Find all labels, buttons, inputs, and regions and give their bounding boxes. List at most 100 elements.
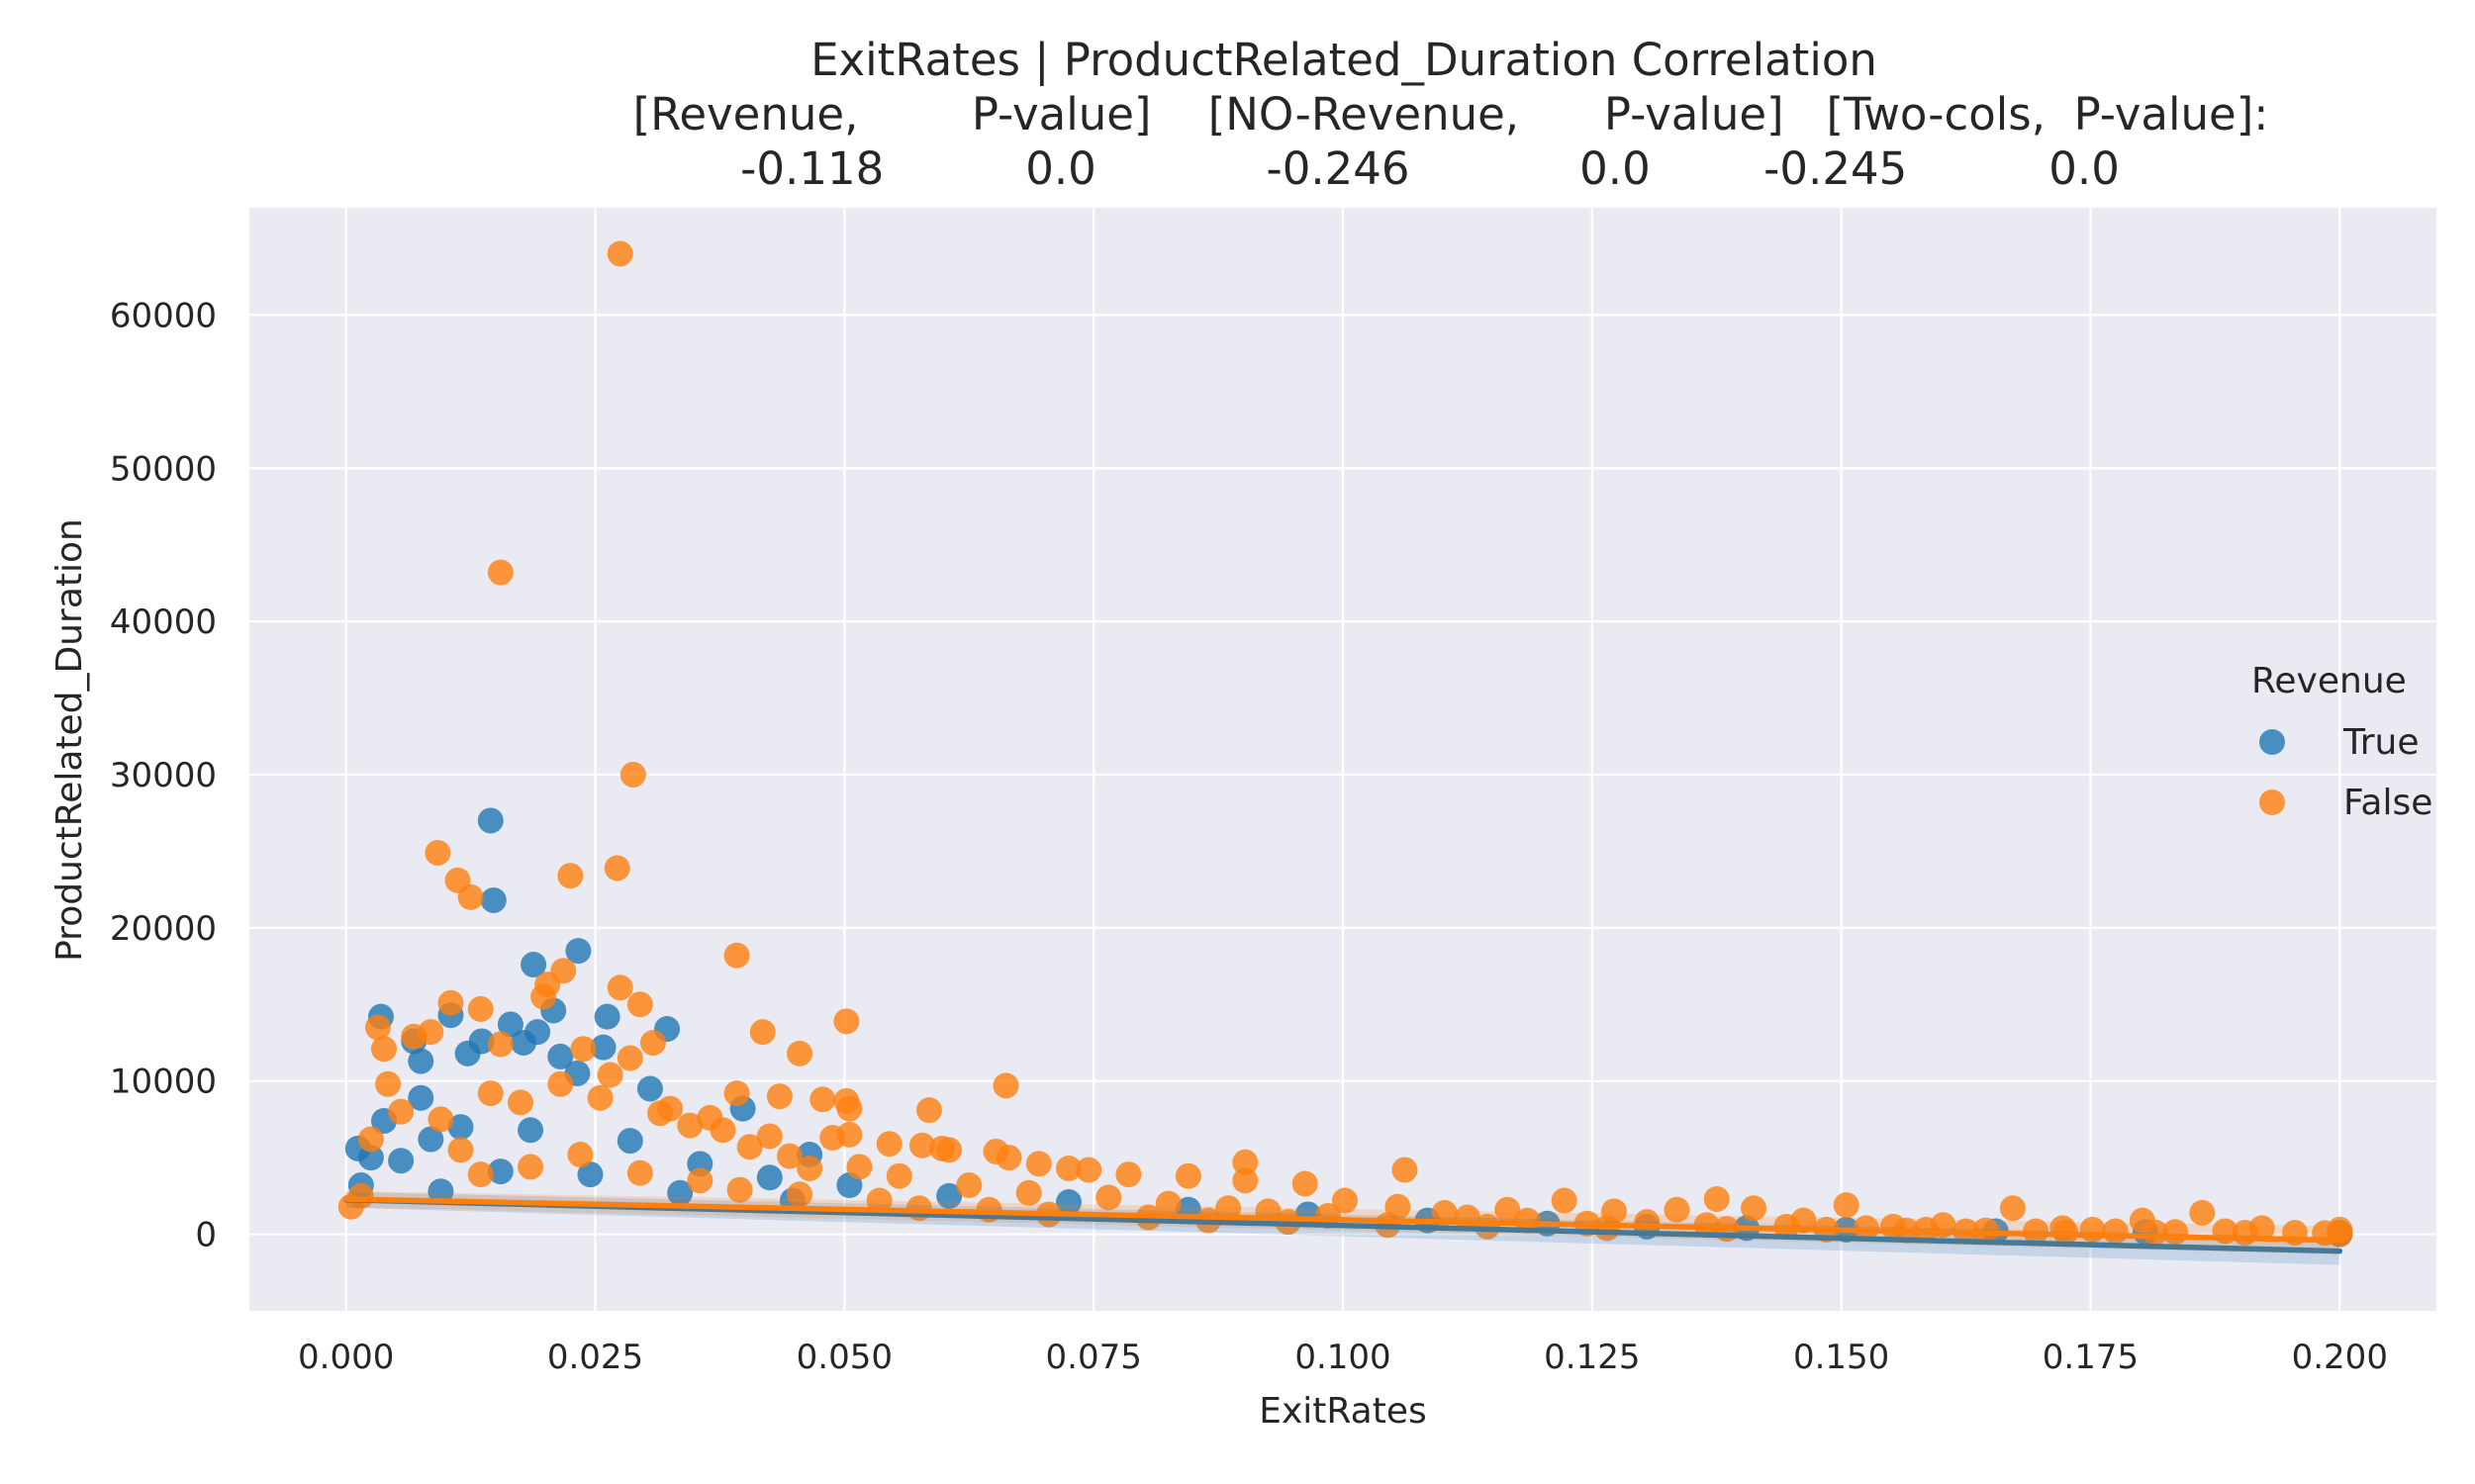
data-point-false (2189, 1199, 2216, 1226)
data-point-true (447, 1114, 474, 1141)
data-point-false (756, 1123, 783, 1150)
x-tick-label: 0.150 (1793, 1338, 1889, 1377)
data-point-false (876, 1131, 903, 1158)
data-point-false (547, 1070, 574, 1097)
data-point-false (846, 1154, 873, 1180)
data-point-true (667, 1179, 694, 1206)
data-point-false (1095, 1184, 1122, 1211)
data-point-true (521, 952, 547, 978)
y-axis-label: ProductRelated_Duration (49, 518, 90, 962)
data-point-false (639, 1029, 666, 1056)
data-point-false (604, 855, 630, 881)
data-point-true (518, 1117, 544, 1144)
data-point-true (454, 1040, 481, 1067)
data-point-true (408, 1084, 434, 1111)
data-point-true (497, 1011, 524, 1038)
chart-title-line-1: ExitRates | ProductRelated_Duration Corr… (810, 34, 1877, 86)
x-tick-label: 0.175 (2043, 1338, 2139, 1377)
data-point-false (437, 989, 464, 1016)
legend-label-false: False (2343, 783, 2432, 823)
x-tick-label: 0.050 (797, 1338, 893, 1377)
data-point-false (425, 839, 451, 866)
x-axis-ticks: 0.000 0.025 0.050 0.075 0.100 0.125 0.150 0.175… (298, 1338, 2388, 1377)
data-point-false (776, 1143, 803, 1169)
data-point-true (428, 1178, 454, 1205)
y-tick-label: 10000 (110, 1063, 217, 1102)
data-point-false (956, 1172, 983, 1199)
x-tick-label: 0.125 (1544, 1338, 1640, 1377)
data-point-false (833, 1008, 860, 1035)
data-point-false (1076, 1157, 1102, 1183)
data-point-false (2052, 1219, 2079, 1246)
data-point-true (357, 1145, 384, 1171)
x-axis-label: ExitRates (1259, 1391, 1426, 1432)
data-point-true (408, 1048, 434, 1074)
y-tick-label: 40000 (110, 603, 217, 642)
legend-marker-true (2259, 729, 2285, 755)
data-point-false (597, 1062, 623, 1088)
data-point-false (507, 1089, 533, 1116)
data-point-false (375, 1070, 402, 1097)
data-point-false (530, 983, 557, 1010)
data-point-false (570, 1036, 597, 1063)
y-axis-ticks: 0 10000 20000 30000 40000 50000 60000 (110, 296, 217, 1254)
data-point-false (996, 1145, 1022, 1171)
data-point-false (726, 1176, 753, 1203)
data-point-false (886, 1162, 912, 1189)
data-point-false (1551, 1187, 1577, 1214)
y-tick-label: 50000 (110, 449, 217, 489)
data-point-false (1025, 1151, 1052, 1177)
data-point-false (619, 761, 646, 788)
data-point-false (477, 1080, 504, 1107)
data-point-false (401, 1023, 428, 1050)
data-point-false (1332, 1187, 1359, 1214)
data-point-false (1155, 1190, 1182, 1217)
data-point-true (388, 1148, 415, 1174)
data-point-false (587, 1084, 614, 1111)
data-point-false (908, 1132, 935, 1159)
chart-title-line-2: [Revenue, P-value] [NO-Revenue, P-value]… (633, 88, 2269, 140)
data-point-false (915, 1097, 942, 1124)
data-point-true (418, 1126, 444, 1153)
data-point-false (687, 1167, 714, 1194)
data-point-false (1833, 1192, 1859, 1219)
data-point-false (457, 883, 484, 910)
data-point-false (1015, 1179, 1042, 1206)
data-point-false (1741, 1195, 1767, 1222)
data-point-false (723, 942, 750, 969)
data-point-false (364, 1014, 391, 1041)
data-point-false (567, 1142, 594, 1168)
data-point-true (577, 1161, 604, 1188)
data-point-false (1514, 1207, 1541, 1234)
data-point-false (487, 1031, 514, 1058)
data-point-false (866, 1187, 893, 1214)
legend-marker-false (2259, 789, 2285, 815)
data-point-true (565, 938, 592, 965)
data-point-false (1664, 1196, 1690, 1223)
x-tick-label: 0.000 (298, 1338, 394, 1377)
data-point-false (447, 1137, 474, 1163)
regression-lines (342, 1190, 2343, 1265)
data-point-false (1494, 1196, 1521, 1223)
x-tick-label: 0.200 (2292, 1338, 2388, 1377)
data-point-false (993, 1072, 1019, 1099)
data-point-false (1232, 1149, 1259, 1175)
data-point-true (617, 1128, 643, 1155)
data-point-false (1232, 1167, 1259, 1194)
data-point-true (590, 1034, 617, 1061)
data-point-false (607, 240, 633, 267)
data-point-false (1175, 1162, 1201, 1189)
data-point-false (710, 1117, 736, 1144)
legend-label-true: True (2342, 722, 2419, 763)
data-point-true (1055, 1189, 1082, 1216)
data-point-false (557, 863, 584, 889)
data-point-true (547, 1043, 574, 1069)
legend: Revenue True False (2251, 661, 2432, 823)
data-point-false (428, 1106, 454, 1133)
data-point-false (1999, 1195, 2026, 1222)
data-point-false (1291, 1170, 1318, 1197)
y-tick-label: 0 (195, 1216, 217, 1255)
data-point-false (1391, 1157, 1418, 1183)
data-point-false (1703, 1185, 1730, 1212)
